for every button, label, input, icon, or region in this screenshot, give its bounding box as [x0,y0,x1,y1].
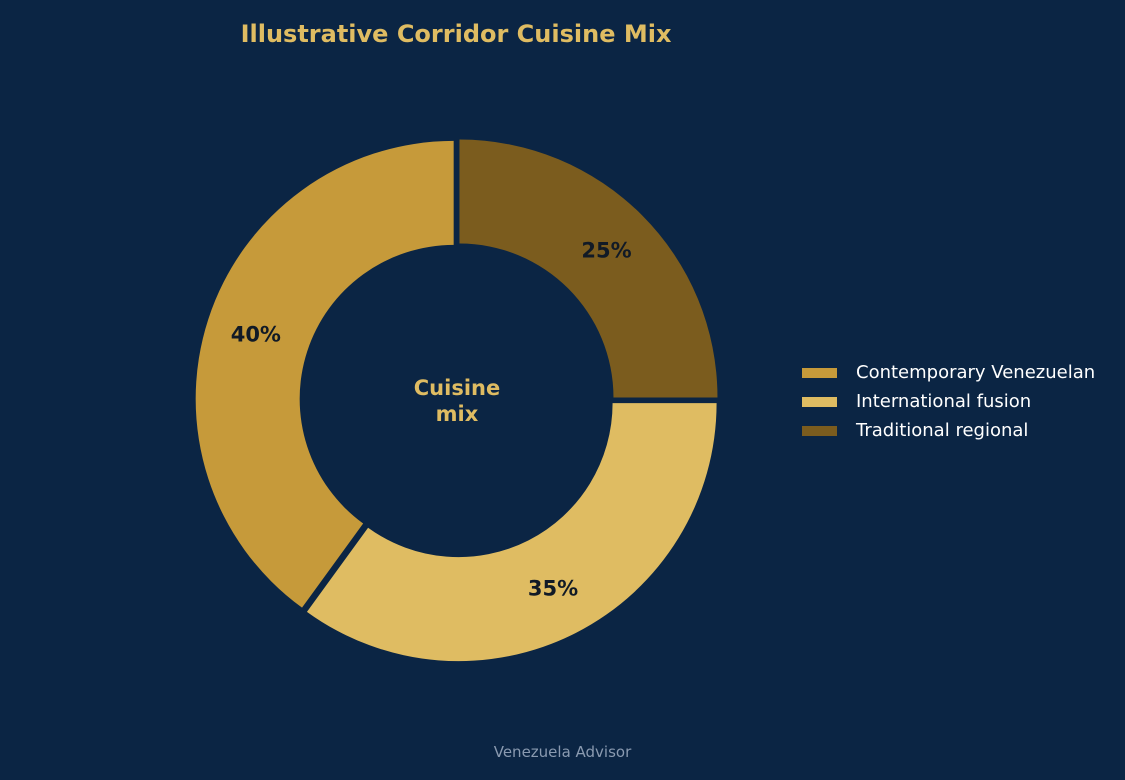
legend-item: Traditional regional [802,416,1095,445]
legend-swatch [802,367,837,378]
legend-swatch [802,425,837,436]
legend: Contemporary Venezuelan International fus… [802,358,1095,445]
chart-title: Illustrative Corridor Cuisine Mix [240,20,672,48]
slice-traditional-regional [459,139,718,398]
donut-slices [195,139,718,662]
legend-label: International fusion [856,391,1032,412]
slice-value-label: 25% [581,238,631,262]
legend-label: Contemporary Venezuelan [856,362,1096,383]
center-label: Cuisine mix [414,376,500,426]
legend-swatch [802,396,837,407]
slice-contemporary-venezuelan [195,140,454,608]
slice-value-label: 40% [231,323,281,347]
slice-value-label: 35% [528,576,578,600]
slice-labels: 40% 35% 25% [231,238,632,600]
center-label-line: Cuisine [414,376,500,400]
legend-label: Traditional regional [856,420,1029,441]
legend-item: International fusion [802,387,1095,416]
slice-international-fusion [306,403,717,662]
footer-credit: Venezuela Advisor [493,743,632,761]
legend-item: Contemporary Venezuelan [802,358,1095,387]
center-label-line: mix [436,402,479,426]
